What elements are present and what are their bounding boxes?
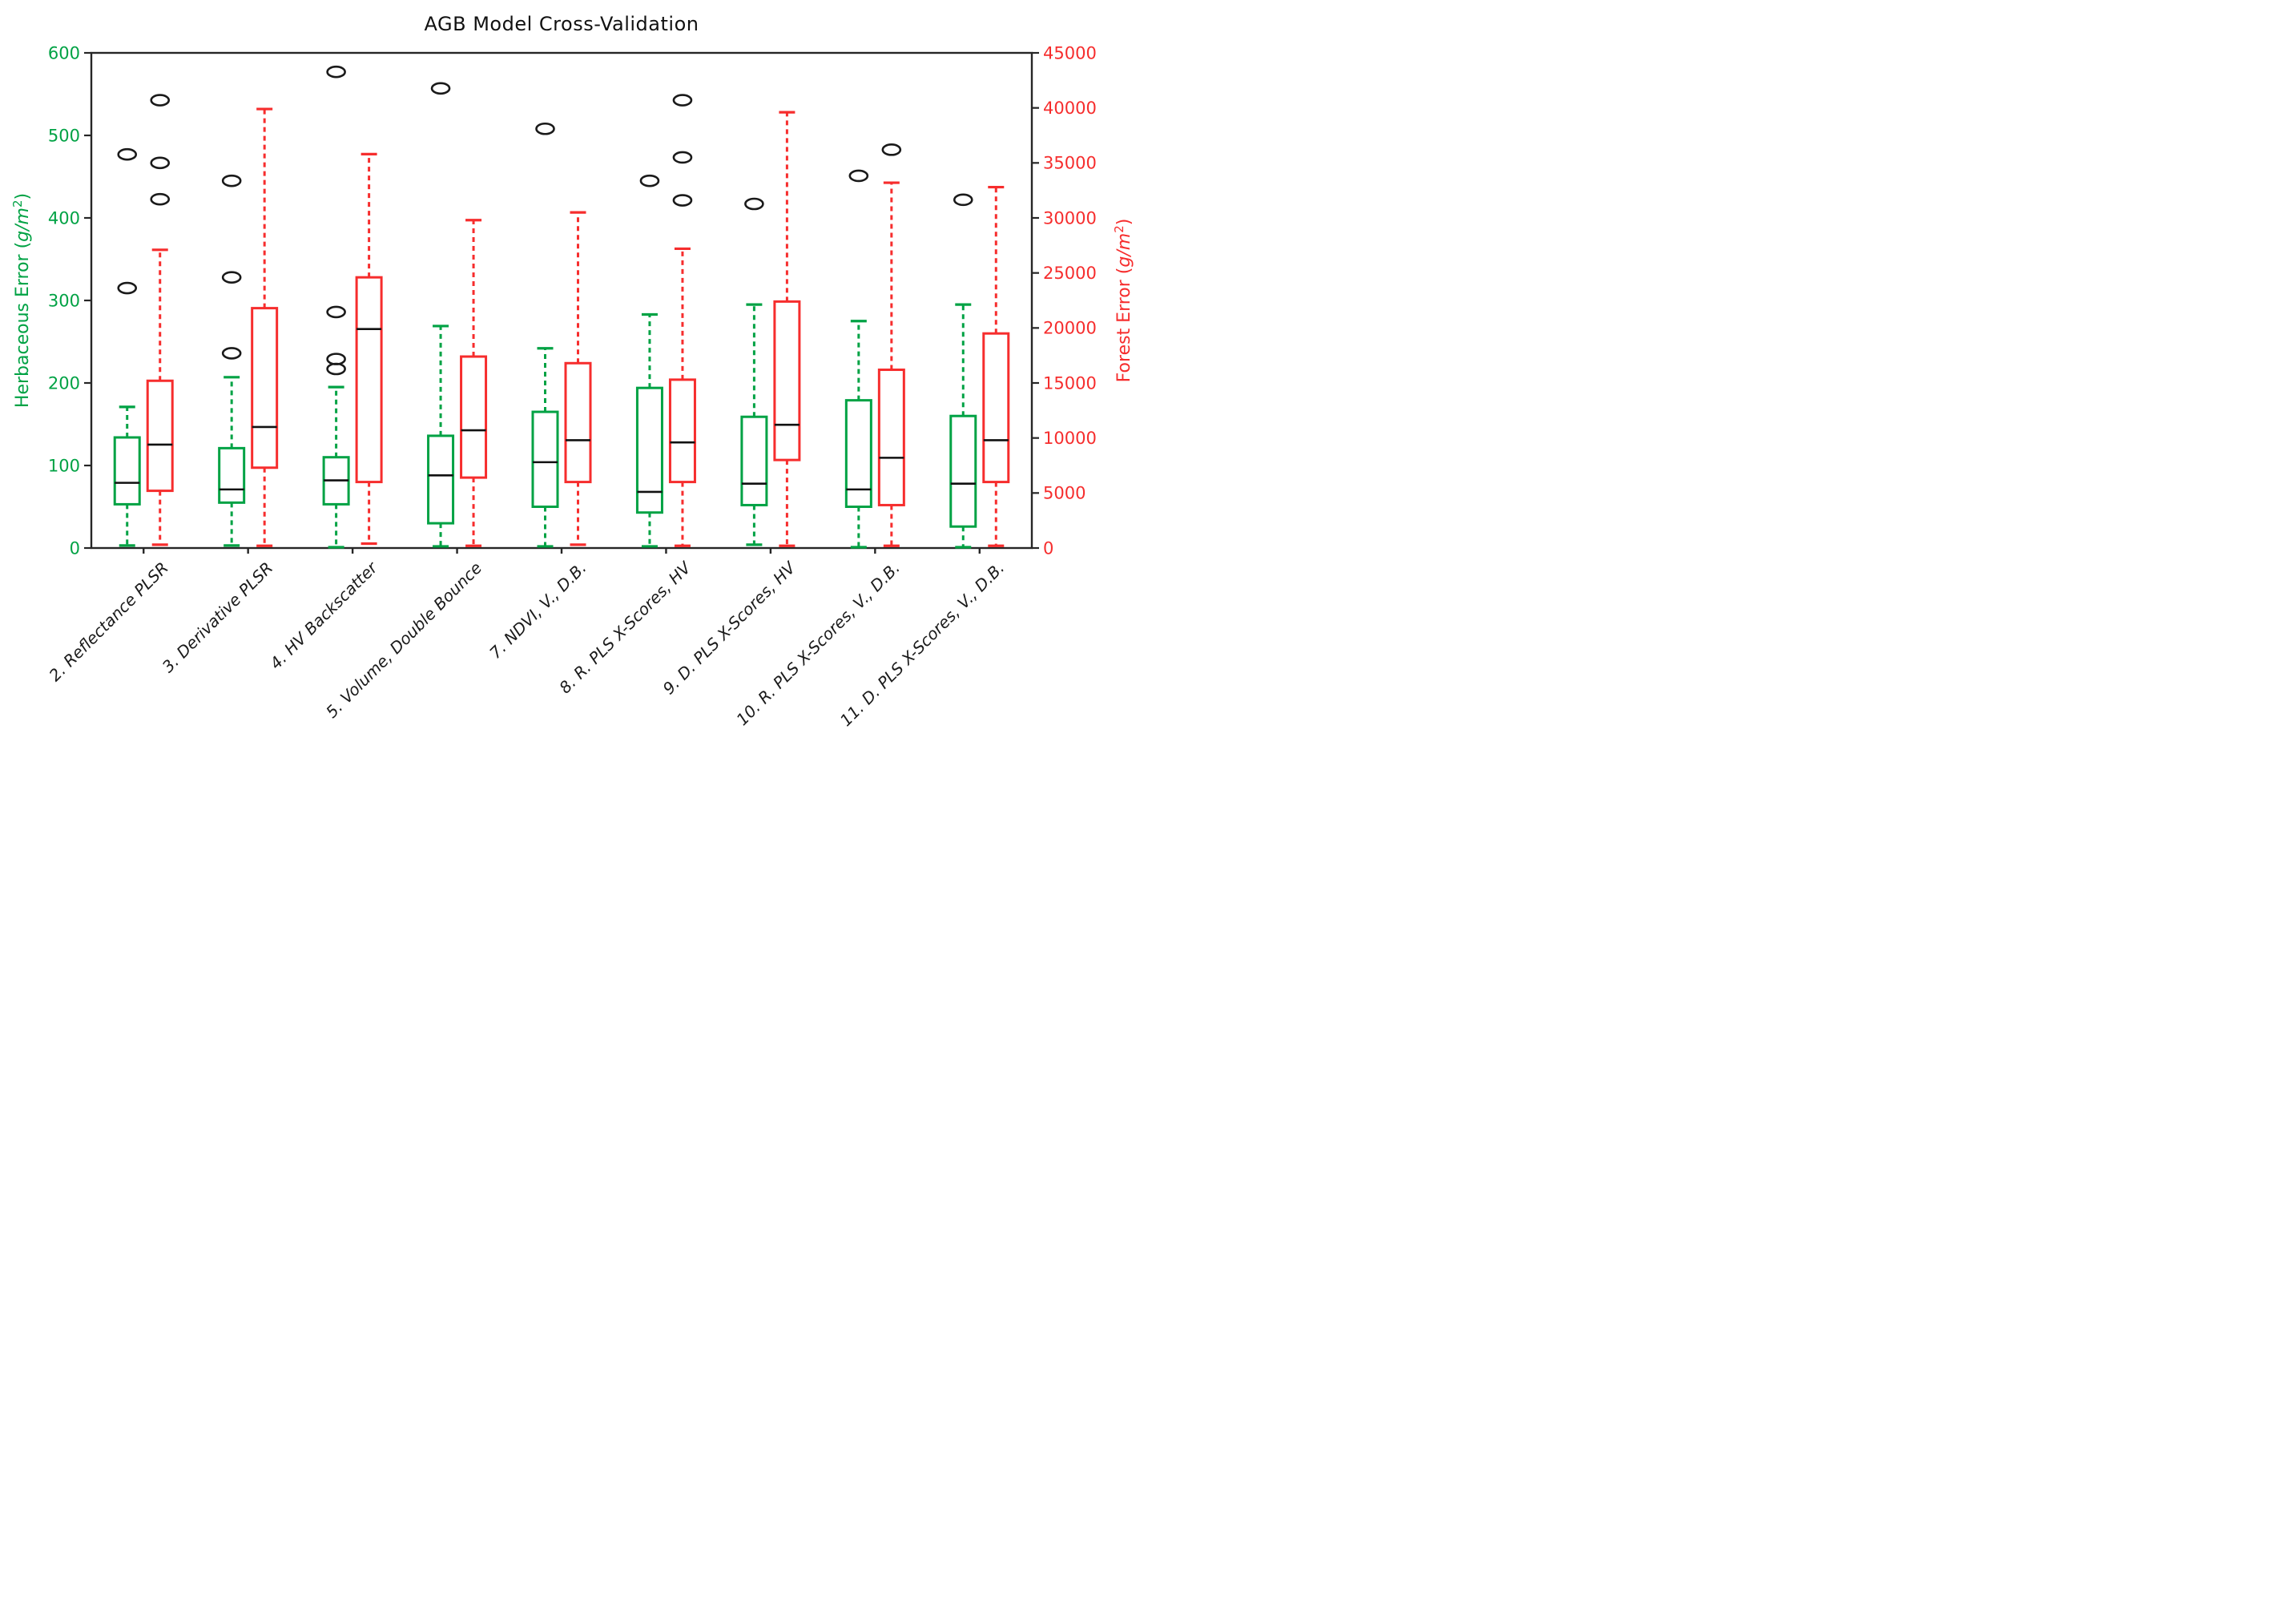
herbaceous-box-4 <box>427 82 455 548</box>
forest-iqr-box <box>668 378 696 484</box>
outlier-point <box>221 347 242 360</box>
forest-iqr-box <box>146 379 174 493</box>
forest-box-8 <box>877 143 905 547</box>
outlier-point <box>326 65 346 79</box>
x-category-label: 11. D. PLS X-Scores, V., D.B. <box>836 558 1009 731</box>
y-tick-label-right: 45000 <box>1043 43 1097 62</box>
outlier-point <box>326 305 346 319</box>
forest-iqr-box <box>251 307 279 469</box>
outlier-point <box>535 122 555 135</box>
herbaceous-box-3 <box>322 65 350 549</box>
y-tick-label-right: 15000 <box>1043 373 1097 393</box>
outlier-point <box>672 151 693 164</box>
y-tick-label-right: 25000 <box>1043 264 1097 283</box>
herbaceous-iqr-box <box>531 410 559 508</box>
y-tick-label-left: 100 <box>48 456 80 475</box>
outlier-point <box>672 94 693 107</box>
y-tick-label-left: 400 <box>48 208 80 228</box>
y-tick-label-left: 300 <box>48 291 80 310</box>
herbaceous-box-6 <box>635 174 663 548</box>
y-tick-label-right: 20000 <box>1043 319 1097 338</box>
outlier-point <box>221 271 242 284</box>
chart-title: AGB Model Cross-Validation <box>424 13 699 35</box>
forest-iqr-box <box>982 332 1010 484</box>
outlier-point <box>430 82 451 95</box>
y-tick-label-left: 0 <box>70 538 80 558</box>
y-tick-label-right: 30000 <box>1043 208 1097 228</box>
x-category-label: 7. NDVI, V., D.B. <box>485 558 590 663</box>
x-category-label: 10. R. PLS X-Scores, V., D.B. <box>732 558 904 730</box>
forest-box-9 <box>982 185 1010 547</box>
outlier-point <box>672 194 693 207</box>
x-category-label: 2. Reflectance PLSR <box>45 558 171 685</box>
outlier-point <box>326 353 346 365</box>
y-tick-label-right: 0 <box>1043 538 1053 558</box>
herbaceous-iqr-box <box>949 414 977 528</box>
x-category-label: 4. HV Backscatter <box>266 557 382 673</box>
forest-iqr-box <box>564 361 592 484</box>
forest-iqr-box <box>355 276 383 484</box>
herbaceous-box-7 <box>740 197 768 546</box>
outlier-point <box>117 147 138 161</box>
forest-box-4 <box>460 219 488 547</box>
outlier-point <box>150 192 171 206</box>
outlier-point <box>881 143 902 156</box>
y-tick-label-left: 200 <box>48 373 80 393</box>
herbaceous-box-8 <box>844 169 872 549</box>
outlier-point <box>326 362 346 376</box>
outlier-point <box>639 174 660 187</box>
y-tick-label-right: 10000 <box>1043 429 1097 448</box>
herbaceous-iqr-box <box>113 436 141 506</box>
y-tick-label-right: 35000 <box>1043 154 1097 173</box>
forest-iqr-box <box>773 300 801 461</box>
boxplot-canvas: 0 100 200 300 400 500 600 0 5000 10000 15000 20000 2… <box>45 43 1097 731</box>
herbaceous-box-1 <box>113 147 141 547</box>
y-tick-label-left: 600 <box>48 43 80 62</box>
herbaceous-box-2 <box>218 174 246 547</box>
forest-box-7 <box>773 111 801 547</box>
herbaceous-box-9 <box>949 193 977 549</box>
forest-box-1 <box>146 94 174 546</box>
outlier-point <box>848 169 869 183</box>
outlier-point <box>221 174 242 187</box>
forest-iqr-box <box>877 369 905 506</box>
herbaceous-iqr-box <box>844 399 872 508</box>
outlier-point <box>150 156 171 170</box>
forest-box-5 <box>564 211 592 546</box>
herbaceous-iqr-box <box>218 446 246 504</box>
y-tick-label-left: 500 <box>48 126 80 145</box>
y-tick-label-right: 5000 <box>1043 484 1086 503</box>
herbaceous-iqr-box <box>635 386 663 514</box>
outlier-point <box>744 197 764 211</box>
forest-iqr-box <box>460 355 488 479</box>
herbaceous-iqr-box <box>427 434 455 525</box>
forest-box-6 <box>668 94 696 547</box>
herbaceous-iqr-box <box>740 415 768 506</box>
outlier-point <box>150 94 171 107</box>
forest-box-2 <box>251 107 279 547</box>
y-tick-label-right: 40000 <box>1043 99 1097 118</box>
x-category-label: 3. Derivative PLSR <box>159 558 277 677</box>
outlier-point <box>953 193 973 207</box>
herbaceous-box-5 <box>531 122 559 548</box>
outlier-point <box>117 281 138 295</box>
figure: AGB Model Cross-Validation Herbaceous Er… <box>0 0 1148 806</box>
forest-box-3 <box>355 152 383 546</box>
